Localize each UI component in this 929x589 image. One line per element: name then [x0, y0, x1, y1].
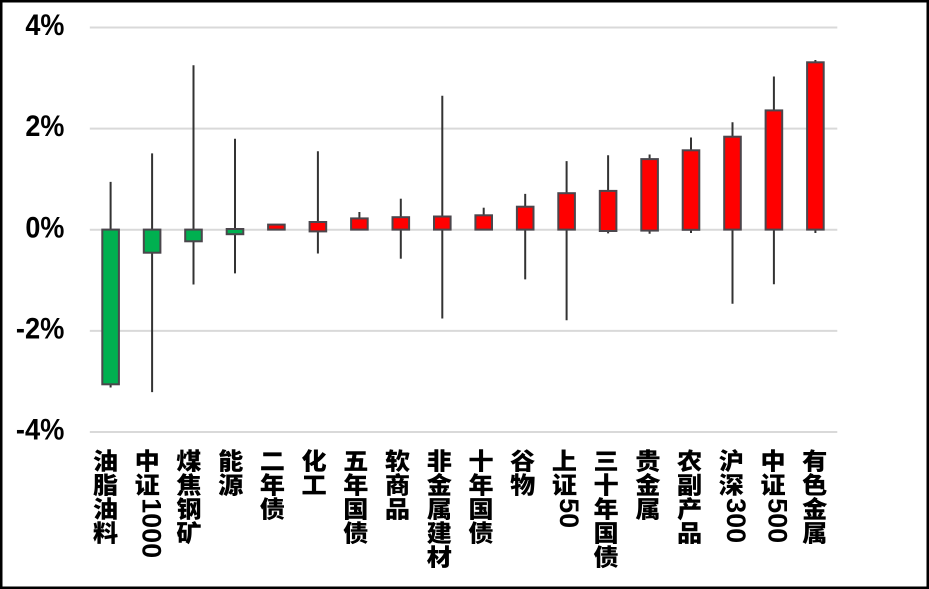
svg-text:1000: 1000	[137, 498, 167, 558]
svg-text:-4%: -4%	[16, 414, 65, 447]
svg-text:2%: 2%	[25, 110, 64, 143]
svg-text:4%: 4%	[25, 9, 64, 42]
svg-text:50: 50	[554, 498, 584, 528]
svg-text:0%: 0%	[25, 211, 64, 244]
svg-text:-2%: -2%	[16, 313, 65, 346]
svg-text:500: 500	[763, 498, 793, 543]
svg-text:300: 300	[721, 498, 751, 543]
